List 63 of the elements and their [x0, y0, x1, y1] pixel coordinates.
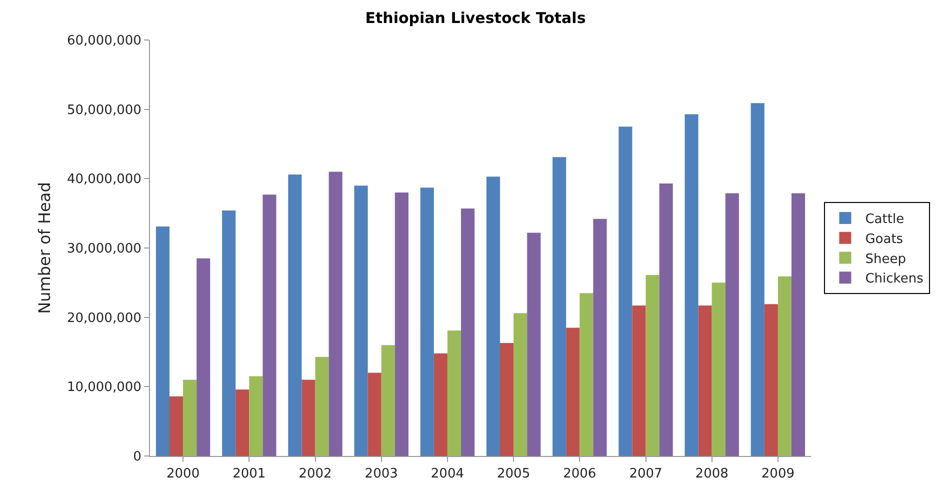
- bar: [750, 103, 764, 456]
- bar: [618, 126, 632, 456]
- x-tick-label: 2007: [629, 466, 662, 482]
- y-tick-label: 10,000,000: [66, 380, 142, 396]
- bar: [684, 114, 698, 456]
- bar: [156, 226, 170, 456]
- y-tick-label: 60,000,000: [66, 34, 142, 49]
- bar: [792, 193, 806, 456]
- x-tick-label: 2005: [497, 466, 530, 482]
- y-tick-label: 40,000,000: [66, 172, 142, 188]
- bar: [566, 328, 580, 456]
- bar: [527, 232, 541, 456]
- legend-label: Goats: [865, 232, 904, 247]
- bar: [394, 192, 408, 456]
- bar: [593, 218, 607, 456]
- legend-label: Cattle: [865, 212, 904, 228]
- x-tick-label: 2004: [430, 466, 464, 482]
- bar: [698, 306, 712, 456]
- legend-label: Sheep: [865, 252, 906, 267]
- bar: [196, 258, 210, 456]
- bar: [580, 293, 594, 456]
- bar: [249, 376, 263, 456]
- bar: [183, 380, 197, 456]
- bar: [262, 194, 276, 456]
- x-tick-label: 2000: [166, 466, 200, 482]
- y-tick-label: 20,000,000: [66, 310, 142, 326]
- y-tick-label: 50,000,000: [66, 102, 142, 118]
- bar: [552, 157, 566, 456]
- bar: [447, 330, 461, 456]
- bar: [170, 396, 184, 456]
- bar: [368, 372, 382, 456]
- bar: [354, 186, 368, 456]
- bar: [778, 276, 792, 456]
- bar: [514, 313, 528, 456]
- bar: [236, 389, 250, 456]
- bar: [486, 176, 500, 456]
- x-tick-label: 2001: [232, 466, 266, 482]
- bar: [420, 188, 434, 456]
- bar: [632, 306, 646, 456]
- bar: [434, 353, 448, 456]
- y-axis-title: Number of Head: [34, 182, 54, 314]
- bar: [712, 282, 726, 456]
- x-tick-label: 2006: [563, 466, 596, 482]
- bar: [461, 208, 475, 456]
- bar: [222, 210, 236, 456]
- bar: [659, 184, 673, 456]
- bar: [381, 345, 395, 456]
- x-tick-label: 2003: [364, 466, 398, 482]
- bar: [646, 275, 660, 456]
- bar: [315, 356, 329, 456]
- y-tick-label: 0: [133, 450, 142, 465]
- bar: [302, 380, 316, 456]
- legend-label: Chickens: [865, 272, 924, 287]
- x-tick-label: 2008: [695, 466, 728, 482]
- x-tick-label: 2002: [298, 466, 332, 482]
- chart-title: Ethiopian Livestock Totals: [365, 8, 586, 27]
- bar: [328, 172, 342, 456]
- bar: [288, 174, 302, 456]
- y-tick-label: 30,000,000: [66, 242, 142, 257]
- bar: [764, 304, 778, 456]
- bar: [725, 193, 739, 456]
- bar: [500, 342, 514, 456]
- x-tick-label: 2009: [761, 466, 794, 482]
